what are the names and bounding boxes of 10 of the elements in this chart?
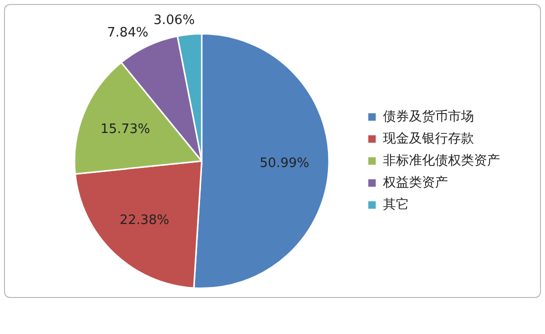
- data-label: 50.99%: [260, 156, 310, 171]
- data-label: 15.73%: [100, 122, 150, 137]
- data-label: 22.38%: [120, 213, 170, 228]
- legend-label: 其它: [383, 196, 409, 212]
- legend-label: 权益类资产: [382, 175, 448, 190]
- legend-label: 非标准化债权类资产: [383, 153, 500, 168]
- legend-label: 债券及货币市场: [383, 109, 474, 124]
- legend-label: 现金及银行存款: [383, 131, 474, 146]
- data-label: 7.84%: [107, 25, 148, 40]
- data-label: 3.06%: [154, 12, 195, 28]
